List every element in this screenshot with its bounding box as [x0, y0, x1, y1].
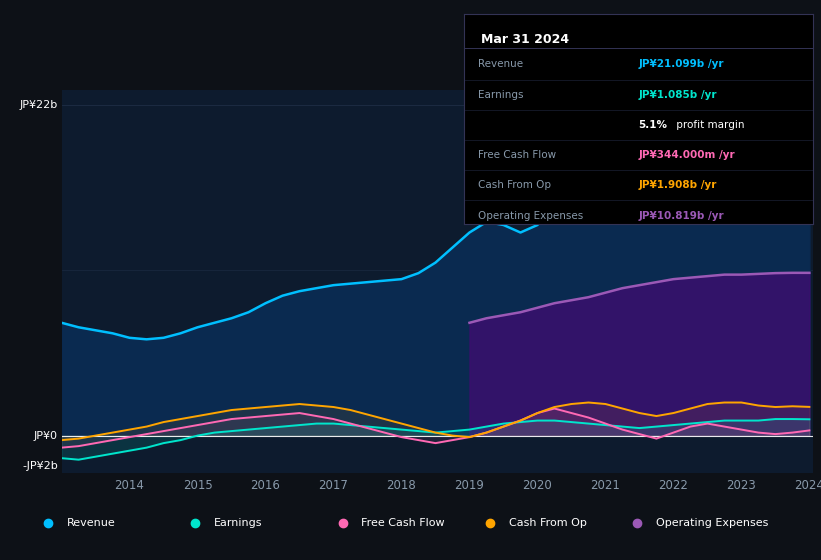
Text: Revenue: Revenue — [478, 59, 523, 69]
Text: Free Cash Flow: Free Cash Flow — [478, 150, 556, 160]
Text: Revenue: Revenue — [67, 517, 116, 528]
Text: profit margin: profit margin — [673, 120, 745, 130]
Text: JP¥21.099b /yr: JP¥21.099b /yr — [639, 59, 724, 69]
Text: JP¥10.819b /yr: JP¥10.819b /yr — [639, 211, 724, 221]
Text: 5.1%: 5.1% — [639, 120, 667, 130]
Text: JP¥344.000m /yr: JP¥344.000m /yr — [639, 150, 735, 160]
Text: Operating Expenses: Operating Expenses — [656, 517, 768, 528]
Text: Free Cash Flow: Free Cash Flow — [361, 517, 445, 528]
Text: Mar 31 2024: Mar 31 2024 — [481, 33, 570, 46]
Text: Cash From Op: Cash From Op — [478, 180, 551, 190]
Text: JP¥1.908b /yr: JP¥1.908b /yr — [639, 180, 717, 190]
Text: Cash From Op: Cash From Op — [509, 517, 586, 528]
Text: -JP¥2b: -JP¥2b — [22, 461, 57, 470]
Text: JP¥1.085b /yr: JP¥1.085b /yr — [639, 90, 717, 100]
Text: Earnings: Earnings — [478, 90, 523, 100]
Text: Earnings: Earnings — [214, 517, 263, 528]
Text: Operating Expenses: Operating Expenses — [478, 211, 583, 221]
Text: JP¥22b: JP¥22b — [20, 100, 57, 110]
Text: JP¥0: JP¥0 — [34, 431, 57, 441]
